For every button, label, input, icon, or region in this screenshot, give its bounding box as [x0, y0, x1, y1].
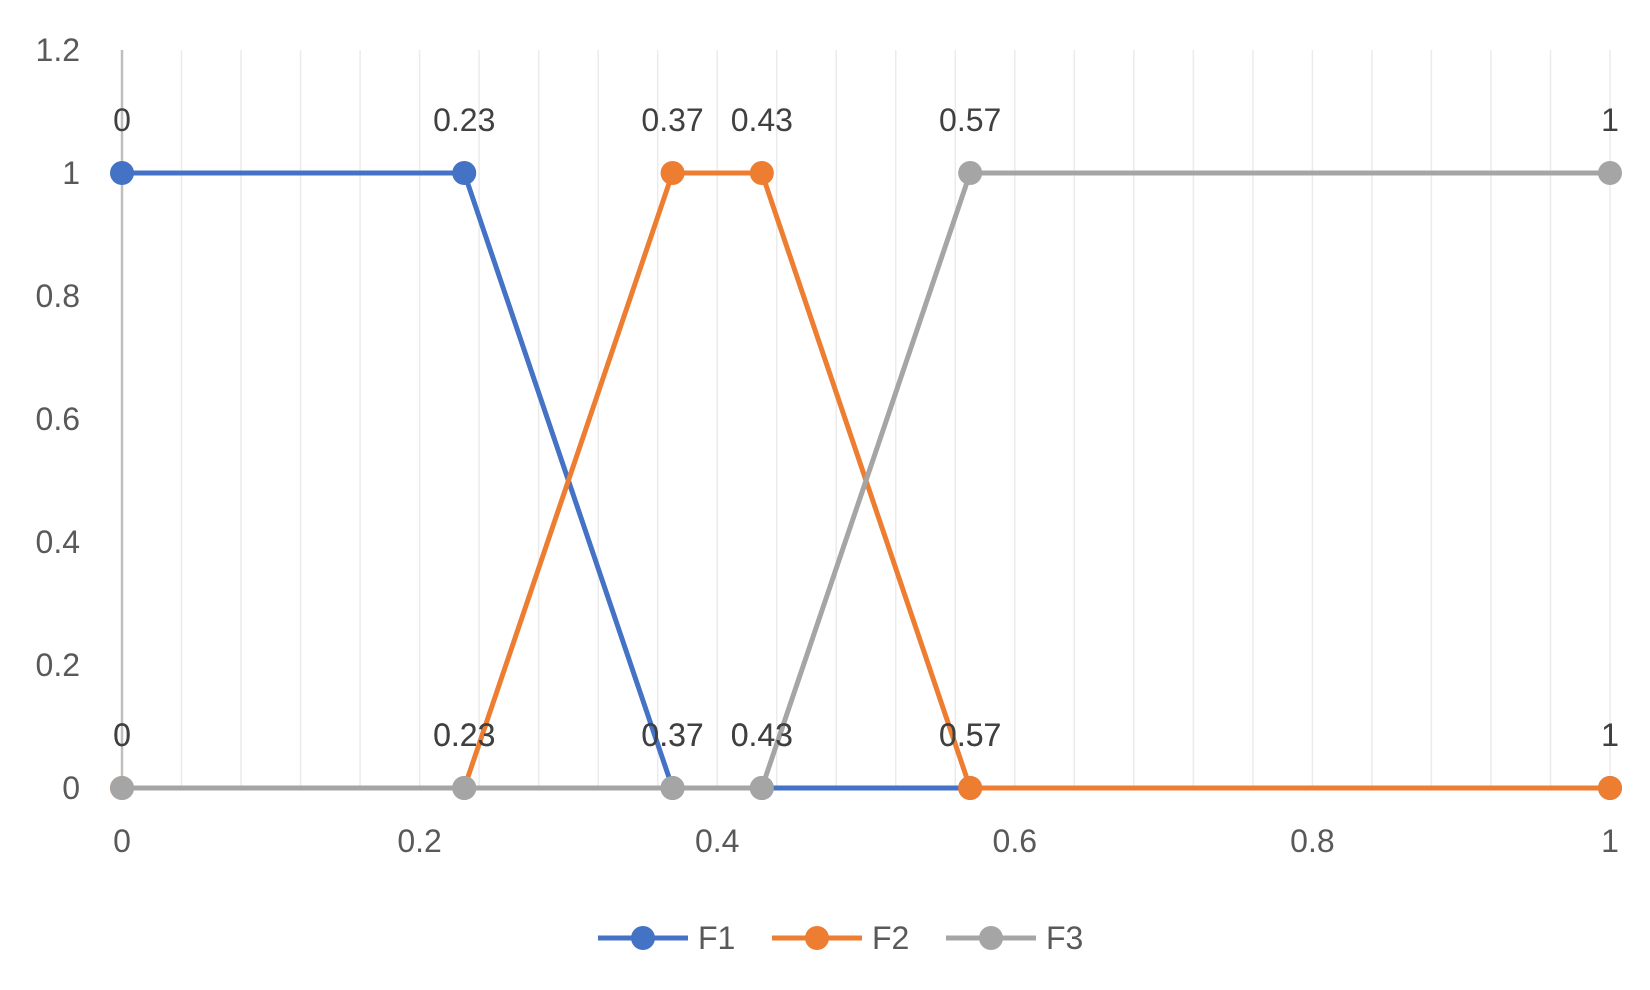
data-label-F1: 0.23	[433, 102, 495, 138]
data-point-F1	[452, 161, 477, 185]
data-point-F2	[958, 776, 983, 800]
data-point-F3	[452, 776, 477, 800]
y-tick-label: 0.8	[36, 278, 80, 314]
legend-marker-F1	[631, 926, 655, 950]
data-label-F2: 0.23	[433, 717, 495, 753]
data-labels: 0 0.230.37 0.43 0.57 10 0.230.37 0.430.57 10 0.2…	[113, 102, 1619, 753]
legend-label-F2: F2	[872, 920, 909, 956]
data-label-F2: 0.57	[939, 717, 1001, 753]
data-point-F2	[749, 161, 774, 185]
y-tick-label: 1.2	[36, 32, 80, 68]
data-label-F3: 0	[113, 717, 131, 753]
data-label-F1: 0.43	[731, 717, 793, 753]
data-label-F1: 0.37	[641, 717, 703, 753]
data-label-F3: 1	[1601, 102, 1619, 138]
legend-item-F2: F2	[772, 920, 909, 956]
series-layer	[110, 161, 1622, 800]
data-label-F2: 1	[1601, 717, 1619, 753]
y-tick-label: 0.2	[36, 647, 80, 683]
legend-marker-F2	[805, 926, 829, 950]
legend-marker-F3	[979, 926, 1003, 950]
data-label-F2: 0.37	[641, 102, 703, 138]
data-point-F2	[1598, 776, 1622, 800]
legend-item-F1: F1	[598, 920, 735, 956]
data-point-F3	[958, 161, 983, 185]
y-tick-label: 0.4	[36, 524, 80, 560]
legend: F1 F2 F3	[598, 920, 1083, 956]
data-label-F2: 0	[113, 717, 131, 753]
data-label-F1: 0	[113, 102, 131, 138]
x-tick-label: 0	[113, 823, 131, 859]
legend-item-F3: F3	[946, 920, 1083, 956]
x-tick-label: 0.8	[1290, 823, 1334, 859]
y-tick-label: 1	[62, 155, 80, 191]
data-point-F1	[110, 161, 134, 185]
x-tick-label: 0.6	[993, 823, 1037, 859]
legend-label-F3: F3	[1046, 920, 1083, 956]
series-line-F3	[122, 170, 1610, 791]
data-point-F3	[749, 776, 774, 800]
data-label-F3: 0.43	[731, 717, 793, 753]
data-point-F3	[110, 776, 134, 800]
data-point-F2	[660, 161, 685, 185]
data-label-F3: 0.23	[433, 717, 495, 753]
x-tick-label: 0.2	[397, 823, 441, 859]
gridlines	[180, 50, 1611, 788]
data-point-F3	[660, 776, 685, 800]
legend-label-F1: F1	[698, 920, 735, 956]
x-tick-label: 0.4	[695, 823, 739, 859]
y-tick-label: 0	[62, 770, 80, 806]
data-label-F2: 0.43	[731, 102, 793, 138]
data-label-F1: 1	[1601, 717, 1619, 753]
data-label-F3: 0.37	[641, 717, 703, 753]
series-F3	[110, 161, 1622, 800]
axes: 0 0.2 0.4 0.6 0.8 1 1.2 0 0.2 0.4 0.6 0.8 1	[36, 32, 1619, 859]
data-label-F3: 0.57	[939, 102, 1001, 138]
data-label-F1: 0.57	[939, 717, 1001, 753]
y-tick-label: 0.6	[36, 401, 80, 437]
data-point-F3	[1598, 161, 1622, 185]
x-tick-label: 1	[1601, 823, 1619, 859]
